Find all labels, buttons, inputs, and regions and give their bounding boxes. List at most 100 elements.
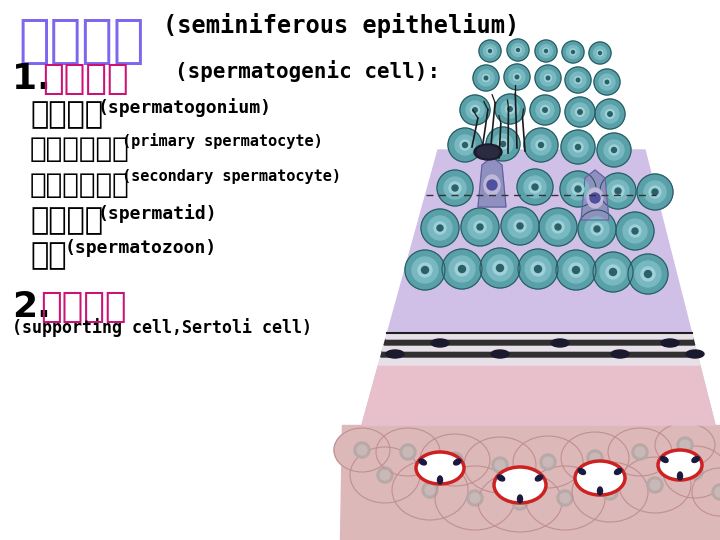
Circle shape	[470, 105, 480, 114]
Ellipse shape	[575, 461, 625, 495]
Circle shape	[444, 177, 466, 199]
Ellipse shape	[598, 487, 603, 495]
Circle shape	[487, 255, 513, 281]
Polygon shape	[362, 365, 715, 425]
Polygon shape	[386, 333, 693, 339]
Circle shape	[508, 107, 512, 111]
Circle shape	[562, 41, 584, 63]
Ellipse shape	[678, 472, 683, 480]
Circle shape	[425, 485, 435, 495]
Ellipse shape	[658, 450, 702, 480]
Circle shape	[601, 105, 619, 123]
Circle shape	[501, 207, 539, 245]
Circle shape	[437, 170, 473, 206]
Circle shape	[680, 440, 690, 450]
Text: 精子细胞: 精子细胞	[30, 206, 103, 235]
Circle shape	[606, 110, 614, 118]
Circle shape	[568, 137, 588, 157]
Circle shape	[532, 184, 538, 190]
Circle shape	[492, 457, 508, 473]
Text: 支持细胞: 支持细胞	[40, 290, 127, 324]
Circle shape	[473, 108, 477, 112]
Circle shape	[508, 214, 532, 238]
Circle shape	[403, 447, 413, 457]
Text: 2.: 2.	[12, 290, 50, 324]
Circle shape	[552, 221, 564, 233]
Circle shape	[449, 182, 461, 194]
Circle shape	[570, 49, 576, 55]
Circle shape	[603, 78, 611, 85]
Circle shape	[480, 248, 520, 288]
Circle shape	[595, 99, 625, 129]
Circle shape	[405, 250, 445, 290]
Circle shape	[460, 95, 490, 125]
Circle shape	[493, 134, 513, 154]
Circle shape	[572, 51, 575, 53]
Circle shape	[563, 257, 589, 283]
Circle shape	[570, 72, 586, 88]
Circle shape	[400, 444, 416, 460]
Circle shape	[575, 186, 581, 192]
Circle shape	[493, 261, 507, 275]
Circle shape	[466, 101, 484, 119]
Circle shape	[501, 100, 519, 118]
Circle shape	[687, 464, 703, 480]
Circle shape	[546, 215, 570, 239]
Ellipse shape	[561, 432, 629, 484]
Circle shape	[565, 67, 591, 93]
Circle shape	[647, 477, 663, 493]
Circle shape	[461, 208, 499, 246]
Circle shape	[530, 95, 560, 125]
Circle shape	[487, 180, 497, 190]
Circle shape	[539, 208, 577, 246]
Circle shape	[524, 176, 546, 198]
Circle shape	[536, 140, 546, 150]
Circle shape	[712, 484, 720, 500]
Circle shape	[512, 494, 528, 510]
Ellipse shape	[692, 468, 720, 516]
Circle shape	[421, 209, 459, 247]
Circle shape	[511, 44, 524, 57]
Ellipse shape	[518, 495, 523, 503]
Circle shape	[590, 193, 600, 203]
Circle shape	[459, 266, 466, 273]
Circle shape	[632, 228, 638, 234]
Ellipse shape	[420, 434, 490, 486]
Circle shape	[479, 40, 501, 62]
Ellipse shape	[334, 428, 390, 472]
Circle shape	[602, 484, 618, 500]
Circle shape	[577, 110, 582, 114]
Circle shape	[599, 74, 615, 90]
Circle shape	[644, 181, 666, 203]
Ellipse shape	[416, 452, 464, 484]
Circle shape	[569, 263, 583, 277]
Ellipse shape	[692, 456, 699, 462]
Circle shape	[540, 454, 556, 470]
Circle shape	[565, 97, 595, 127]
Circle shape	[377, 467, 393, 483]
Circle shape	[635, 447, 645, 457]
Circle shape	[474, 221, 486, 233]
Circle shape	[513, 73, 521, 80]
Circle shape	[575, 107, 585, 117]
Circle shape	[543, 457, 553, 467]
Circle shape	[421, 267, 428, 273]
Circle shape	[572, 183, 584, 195]
Circle shape	[615, 188, 621, 194]
Circle shape	[597, 50, 603, 56]
Circle shape	[598, 51, 601, 55]
Circle shape	[650, 480, 660, 490]
Circle shape	[561, 130, 595, 164]
Circle shape	[597, 133, 631, 167]
Text: (spermatogenic cell):: (spermatogenic cell):	[175, 60, 440, 82]
Circle shape	[518, 249, 558, 289]
Circle shape	[635, 261, 661, 287]
Circle shape	[498, 139, 508, 149]
Text: (primary spermatocyte): (primary spermatocyte)	[122, 133, 323, 149]
Ellipse shape	[578, 469, 585, 475]
Ellipse shape	[661, 456, 668, 462]
Circle shape	[535, 65, 561, 91]
Circle shape	[556, 250, 596, 290]
Circle shape	[497, 265, 503, 272]
Circle shape	[515, 497, 525, 507]
